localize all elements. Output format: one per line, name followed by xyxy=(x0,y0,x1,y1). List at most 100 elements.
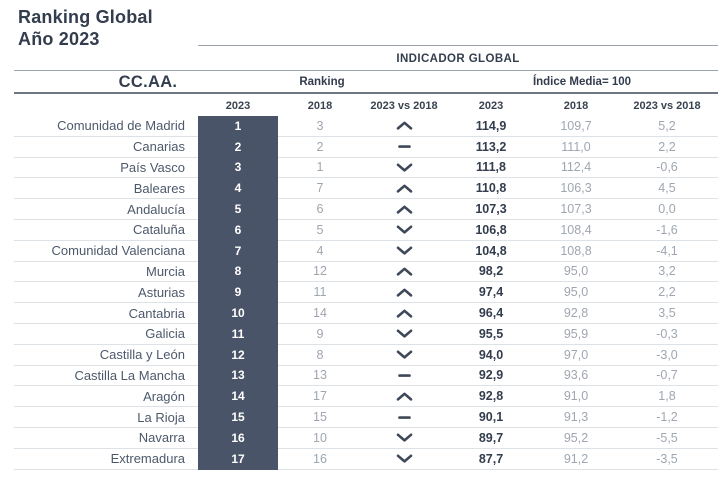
index-2018-cell: 91,0 xyxy=(536,386,616,408)
index-2023-cell: 90,1 xyxy=(446,407,536,428)
chevron-down-icon xyxy=(396,163,412,172)
region-name: Murcia xyxy=(14,262,198,283)
index-2023-cell: 110,8 xyxy=(446,178,536,200)
table-row: Comunidad de Madrid 1 3 114,9 109,7 5,2 xyxy=(14,116,718,137)
index-2018-cell: 95,0 xyxy=(536,262,616,283)
rank-2023-cell: 10 xyxy=(198,303,278,324)
index-2018-cell: 95,9 xyxy=(536,324,616,345)
index-2018-cell: 109,7 xyxy=(536,116,616,137)
table-row: Canarias 2 2 113,2 111,0 2,2 xyxy=(14,136,718,158)
group-header-row: CC.AA. Ranking Índice Media= 100 xyxy=(14,70,718,93)
rank-2023-cell: 15 xyxy=(198,407,278,428)
trend-cell xyxy=(362,199,446,220)
region-name: Andalucía xyxy=(14,199,198,220)
index-diff-cell: -3,0 xyxy=(616,345,718,366)
table-row: Castilla y León 12 8 94,0 97,0 -3,0 xyxy=(14,344,718,366)
region-name: Asturias xyxy=(14,282,198,304)
table-row: Comunidad Valenciana 7 4 104,8 108,8 -4,1 xyxy=(14,240,718,262)
region-name: Comunidad Valenciana xyxy=(14,241,198,262)
chevron-up-icon xyxy=(396,309,412,318)
index-diff-cell: 1,8 xyxy=(616,386,718,408)
rank-2023-cell: 5 xyxy=(198,199,278,220)
index-2023-cell: 92,9 xyxy=(446,366,536,387)
rank-2023-cell: 6 xyxy=(198,219,278,241)
trend-cell xyxy=(362,158,446,179)
subheader-index-diff: 2023 vs 2018 xyxy=(633,100,701,112)
index-2023-cell: 92,8 xyxy=(446,386,536,408)
region-name: Cantabria xyxy=(14,303,198,324)
rank-2018-cell: 15 xyxy=(278,407,362,428)
rank-2018-cell: 17 xyxy=(278,386,362,408)
page-title-line2: Año 2023 xyxy=(18,29,100,50)
rank-2023-cell: 8 xyxy=(198,261,278,283)
index-2018-cell: 97,0 xyxy=(536,345,616,366)
trend-cell xyxy=(362,345,446,366)
index-2023-cell: 98,2 xyxy=(446,262,536,283)
rank-2023-cell: 13 xyxy=(198,365,278,387)
region-name: Castilla La Mancha xyxy=(14,366,198,387)
rank-2023-cell: 11 xyxy=(198,323,278,345)
index-2018-cell: 95,0 xyxy=(536,282,616,304)
table-row: La Rioja 15 15 90,1 91,3 -1,2 xyxy=(14,407,718,428)
rank-2023-cell: 16 xyxy=(198,427,278,449)
trend-cell xyxy=(362,282,446,304)
rank-2023-cell: 1 xyxy=(198,116,278,137)
rank-2018-cell: 11 xyxy=(278,282,362,304)
chevron-up-icon xyxy=(396,288,412,297)
trend-cell xyxy=(362,303,446,324)
table-row: Cantabria 10 14 96,4 92,8 3,5 xyxy=(14,303,718,324)
index-diff-cell: 5,2 xyxy=(616,116,718,137)
index-2023-cell: 104,8 xyxy=(446,241,536,262)
rank-2018-cell: 14 xyxy=(278,303,362,324)
table-row: Castilla La Mancha 13 13 92,9 93,6 -0,7 xyxy=(14,365,718,387)
index-2023-cell: 96,4 xyxy=(446,303,536,324)
index-2018-cell: 107,3 xyxy=(536,199,616,220)
region-name: Galicia xyxy=(14,324,198,345)
chevron-up-icon xyxy=(396,205,412,214)
table-row: Murcia 8 12 98,2 95,0 3,2 xyxy=(14,261,718,283)
region-name: Cataluña xyxy=(14,220,198,241)
table-row: Aragón 14 17 92,8 91,0 1,8 xyxy=(14,386,718,408)
index-2018-cell: 108,8 xyxy=(536,241,616,262)
page-title-line1: Ranking Global xyxy=(18,7,153,27)
index-diff-cell: -3,5 xyxy=(616,449,718,470)
table-row: Baleares 4 7 110,8 106,3 4,5 xyxy=(14,178,718,200)
region-column-header: CC.AA. xyxy=(118,72,178,91)
index-diff-cell: -0,3 xyxy=(616,324,718,345)
trend-cell xyxy=(362,324,446,345)
chevron-down-icon xyxy=(396,454,412,463)
table-row: Navarra 16 10 89,7 95,2 -5,5 xyxy=(14,427,718,449)
subheader-index-2023: 2023 xyxy=(478,100,504,112)
index-diff-cell: -5,5 xyxy=(616,428,718,449)
index-diff-cell: -4,1 xyxy=(616,241,718,262)
index-2023-cell: 94,0 xyxy=(446,345,536,366)
subheader-ranking-2023: 2023 xyxy=(225,100,251,112)
ranking-group-header: Ranking xyxy=(299,76,345,88)
trend-cell xyxy=(362,178,446,200)
region-name: Baleares xyxy=(14,178,198,200)
rank-2023-cell: 12 xyxy=(198,344,278,366)
region-name: Canarias xyxy=(14,137,198,158)
table-row: Extremadura 17 16 87,7 91,2 -3,5 xyxy=(14,448,718,470)
index-diff-cell: 2,2 xyxy=(616,282,718,304)
region-name: Navarra xyxy=(14,428,198,449)
index-2018-cell: 112,4 xyxy=(536,158,616,179)
rank-2018-cell: 1 xyxy=(278,158,362,179)
region-name: Castilla y León xyxy=(14,345,198,366)
region-name: Extremadura xyxy=(14,449,198,470)
subheader-index-2018: 2018 xyxy=(563,100,589,112)
chevron-down-icon xyxy=(396,225,412,235)
region-name: La Rioja xyxy=(14,407,198,428)
index-group-header: Índice Media= 100 xyxy=(532,76,632,88)
trend-cell xyxy=(362,407,446,428)
index-2023-cell: 107,3 xyxy=(446,199,536,220)
chevron-down-icon xyxy=(396,350,412,359)
index-2023-cell: 114,9 xyxy=(446,116,536,137)
region-name: País Vasco xyxy=(14,158,198,179)
index-diff-cell: 3,5 xyxy=(616,303,718,324)
index-2018-cell: 91,2 xyxy=(536,449,616,470)
dash-icon xyxy=(397,145,411,149)
rank-2023-cell: 14 xyxy=(198,386,278,408)
trend-cell xyxy=(362,116,446,137)
